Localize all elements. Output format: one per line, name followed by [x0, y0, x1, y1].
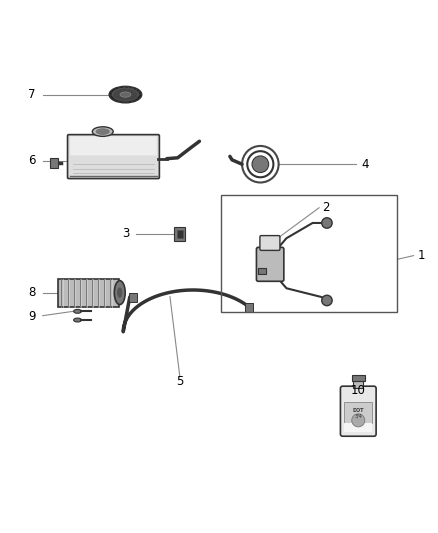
- Bar: [245, 303, 253, 312]
- Bar: [258, 268, 266, 274]
- Ellipse shape: [113, 88, 138, 101]
- Ellipse shape: [96, 129, 109, 134]
- Bar: [177, 230, 183, 238]
- Ellipse shape: [114, 281, 125, 304]
- FancyBboxPatch shape: [256, 247, 284, 281]
- Text: 2: 2: [322, 201, 329, 214]
- Ellipse shape: [120, 92, 131, 97]
- FancyBboxPatch shape: [260, 236, 280, 251]
- FancyBboxPatch shape: [70, 136, 157, 156]
- Bar: [58, 279, 119, 306]
- Ellipse shape: [74, 309, 81, 313]
- Text: 6: 6: [28, 154, 35, 167]
- Ellipse shape: [117, 288, 122, 297]
- Circle shape: [322, 218, 332, 228]
- Text: 10: 10: [351, 384, 366, 397]
- Text: 3/4: 3/4: [354, 413, 362, 418]
- Text: DOT: DOT: [353, 408, 364, 413]
- Circle shape: [253, 156, 268, 172]
- Bar: [129, 294, 137, 302]
- Text: 5: 5: [176, 375, 184, 389]
- Bar: [221, 195, 397, 312]
- FancyBboxPatch shape: [67, 135, 159, 179]
- Text: 3: 3: [122, 228, 129, 240]
- FancyBboxPatch shape: [340, 386, 376, 436]
- Bar: [174, 227, 185, 241]
- Bar: [344, 423, 372, 432]
- Ellipse shape: [109, 86, 142, 103]
- Ellipse shape: [92, 127, 113, 136]
- Text: 4: 4: [361, 158, 368, 171]
- Text: 7: 7: [28, 88, 35, 101]
- Ellipse shape: [74, 318, 81, 322]
- Circle shape: [352, 414, 365, 427]
- Text: 9: 9: [28, 310, 35, 323]
- Text: 1: 1: [417, 249, 425, 262]
- Circle shape: [322, 295, 332, 305]
- Text: 8: 8: [28, 286, 35, 299]
- Bar: [49, 158, 57, 168]
- Bar: [352, 375, 365, 381]
- Bar: [353, 381, 364, 389]
- Bar: [344, 402, 372, 423]
